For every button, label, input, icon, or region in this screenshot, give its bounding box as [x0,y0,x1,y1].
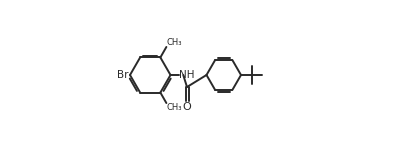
Text: O: O [183,102,191,112]
Text: CH₃: CH₃ [167,38,182,46]
Text: Br: Br [117,70,129,80]
Text: CH₃: CH₃ [167,103,182,112]
Text: NH: NH [179,70,195,80]
